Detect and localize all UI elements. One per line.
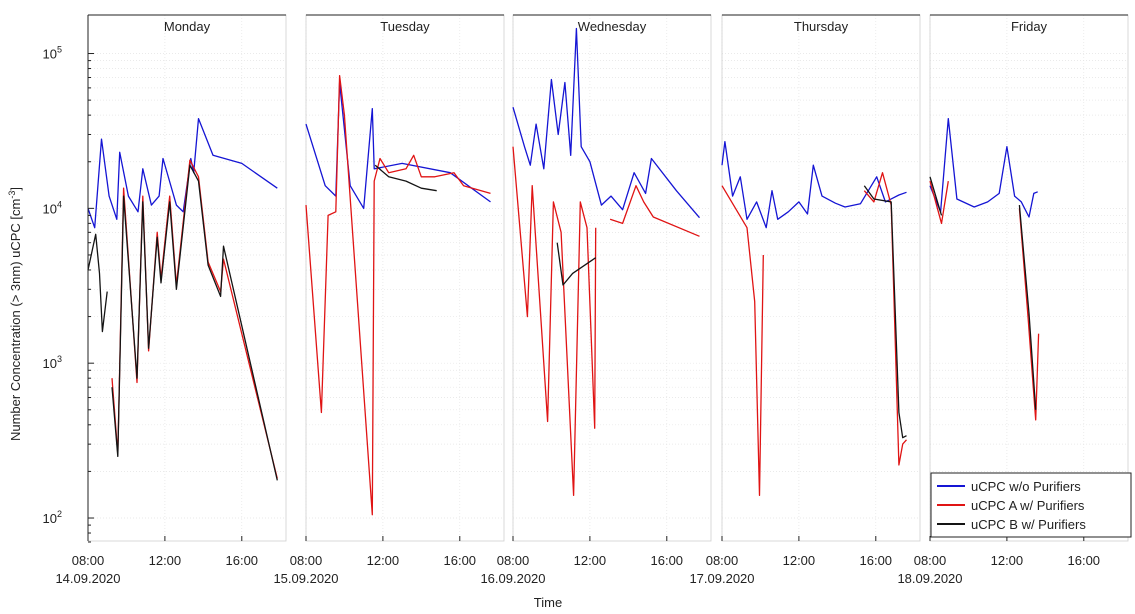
series-line	[305, 74, 491, 516]
x-tick-label: 16:00	[1068, 553, 1101, 568]
panel-title-tuesday: Tuesday	[380, 19, 430, 34]
y-tick-label: 102	[43, 509, 62, 526]
series-line	[87, 117, 278, 229]
panel-frame-wednesday	[512, 14, 712, 542]
series-line	[512, 146, 597, 497]
x-tick-label: 12:00	[367, 553, 400, 568]
y-tick-label: 103	[43, 354, 62, 371]
gridlines	[87, 15, 1128, 541]
panel-frame-tuesday	[305, 14, 505, 542]
series-line	[111, 164, 278, 481]
series-line	[929, 117, 1038, 218]
panel-frame-monday	[87, 14, 287, 542]
x-tick-label: 12:00	[783, 553, 816, 568]
x-date-label: 15.09.2020	[273, 571, 338, 586]
series-line	[512, 27, 700, 219]
series-line	[305, 81, 491, 210]
series-line	[556, 242, 597, 286]
y-axis-label-tail: ]	[8, 187, 23, 191]
series-2	[87, 164, 1037, 481]
series-1	[111, 74, 1040, 516]
x-tick-label: 16:00	[860, 553, 893, 568]
x-tick-label: 08:00	[497, 553, 530, 568]
legend-label: uCPC w/o Purifiers	[971, 479, 1081, 494]
legend-label: uCPC B w/ Purifiers	[971, 517, 1086, 532]
axes-layer: 102 103 104 105 08:00 14.09.2020 12:00 16:00 08:…	[43, 15, 1101, 586]
series-line	[87, 233, 108, 333]
panel-title-friday: Friday	[1011, 19, 1048, 34]
series-line	[721, 185, 764, 497]
series-0	[87, 27, 1038, 229]
series-line	[609, 185, 700, 237]
panel-title-wednesday: Wednesday	[578, 19, 647, 34]
x-tick-label: 08:00	[914, 553, 947, 568]
panel-frames: Monday Tuesday Wednesday Thursday Friday	[87, 14, 1129, 542]
y-axis-label-sup: -3	[7, 191, 17, 199]
x-tick-label: 12:00	[991, 553, 1024, 568]
x-tick-label: 08:00	[706, 553, 739, 568]
x-date-label: 14.09.2020	[55, 571, 120, 586]
x-tick-label: 16:00	[226, 553, 259, 568]
x-tick-label: 08:00	[290, 553, 323, 568]
series-line	[111, 159, 278, 479]
x-tick-label: 16:00	[651, 553, 684, 568]
panel-title-monday: Monday	[164, 19, 211, 34]
y-tick-label: 105	[43, 45, 62, 62]
x-tick-label: 12:00	[574, 553, 607, 568]
series-line	[929, 180, 949, 225]
panel-title-thursday: Thursday	[794, 19, 849, 34]
y-axis-label: Number Concentration (> 3nm) uCPC [cm-3]	[7, 187, 23, 441]
x-axis-label: Time	[534, 595, 562, 610]
series-line	[721, 140, 907, 229]
x-tick-label: 08:00	[72, 553, 105, 568]
x-date-label: 18.09.2020	[897, 571, 962, 586]
legend: uCPC w/o Purifiers uCPC A w/ Purifiers uCP…	[930, 472, 1132, 538]
series-line	[1018, 205, 1037, 410]
legend-label: uCPC A w/ Purifiers	[971, 498, 1085, 513]
x-date-label: 17.09.2020	[689, 571, 754, 586]
x-tick-label: 16:00	[444, 553, 477, 568]
series-line	[929, 176, 943, 216]
series-line	[1018, 208, 1040, 421]
x-tick-label: 12:00	[149, 553, 182, 568]
x-date-label: 16.09.2020	[480, 571, 545, 586]
series-layer	[87, 27, 1040, 516]
series-line	[374, 164, 437, 192]
panel-frame-friday	[929, 14, 1129, 542]
series-line	[863, 185, 907, 439]
y-tick-label: 104	[43, 199, 62, 216]
y-axis-label-main: Number Concentration (> 3nm) uCPC [cm	[8, 199, 23, 441]
